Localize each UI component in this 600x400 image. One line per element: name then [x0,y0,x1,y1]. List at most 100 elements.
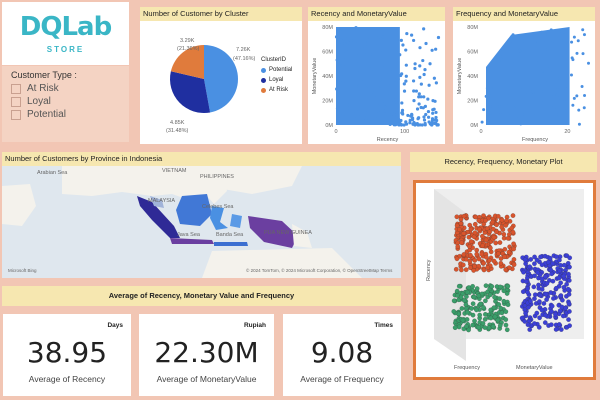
axis-label-recency: Recency [426,259,432,281]
legend-item-loyal[interactable]: Loyal [261,77,292,83]
scatter-point [419,105,423,110]
scatter-point [369,120,373,124]
scatter-point [530,101,534,105]
cluster-loyal-point [474,307,479,313]
cluster-potential-point [534,257,540,263]
cluster-loyal-point [497,296,502,301]
scatter-point [540,86,544,90]
y-tick-label: 20M [467,99,478,105]
cluster-at-risk-point [468,252,473,258]
scatter-point [392,78,396,82]
scatter-point [381,99,385,103]
scatter-point [544,47,548,51]
scatter-point [505,92,509,96]
scatter-point [335,106,340,111]
y-tick-label: 60M [467,50,478,56]
cluster-potential-point [532,296,537,301]
cluster-potential-point [533,292,538,298]
scatter-point [583,93,587,97]
legend-label: Loyal [269,77,284,83]
cluster-potential-point [567,264,572,270]
scatter-point [488,104,492,108]
legend-item-potential[interactable]: Potential [261,67,292,73]
scatter-point [347,103,351,107]
scatter-point [337,29,342,33]
scatter-point [386,47,390,51]
checkbox-icon[interactable] [11,83,21,94]
cluster-at-risk-point [468,239,474,244]
cluster-loyal-point [471,294,477,300]
filter-option-potential[interactable]: Potential [11,109,120,120]
pie-slice-loyal[interactable] [170,71,211,114]
scatter-point [510,34,514,38]
scatter-point [518,49,522,53]
cluster-at-risk-point [504,218,509,223]
scatter-point [354,61,358,65]
cluster-at-risk-point [503,223,509,228]
scatter-point [383,105,387,109]
scatter-point [357,84,361,89]
pie-panel: Number of Customer by Cluster 7.26K (47.… [140,7,302,144]
scatter-point [401,43,405,47]
checkbox-icon[interactable] [11,109,21,120]
scatter-point [561,39,565,43]
cluster-at-risk-point [493,240,499,246]
cluster-potential-point [537,315,542,321]
pie-slice-potential[interactable] [204,45,238,113]
cluster-potential-point [549,322,554,328]
cluster-loyal-point [499,310,505,316]
legend-item-at-risk[interactable]: At Risk [261,87,292,93]
cluster-potential-point [556,322,562,327]
cluster-loyal-point [503,309,509,314]
scatter-point [347,75,351,79]
scatter-point [434,47,438,51]
scatter-point [379,107,383,111]
scatter-point [393,81,398,85]
card-label: Average of MonetaryValue [156,374,257,384]
scatter-point [388,122,392,127]
scatter-point [344,64,348,68]
map-label-philippines: PHILIPPINES [200,174,234,180]
scatter-point [383,102,387,106]
scatter-point [404,48,408,52]
scatter-point [558,76,562,80]
scatter-point [365,27,370,31]
scatter-point [576,39,580,43]
cluster-potential-point [558,263,563,268]
scatter-point [422,72,426,77]
cluster-at-risk-point [497,240,503,245]
cluster-potential-point [553,327,559,332]
y-tick-label: 0M [470,123,478,129]
scatter-point [344,49,349,54]
scatter-point [391,95,396,99]
cluster-potential-point [550,278,556,284]
scatter-point [512,121,516,125]
cluster-potential-point [539,287,545,292]
cluster-at-risk-point [496,251,501,256]
cluster-at-risk-point [472,258,478,263]
cluster-loyal-point [486,325,492,331]
checkbox-icon[interactable] [11,96,21,107]
scatter-point [489,91,493,95]
nusa-tenggara [214,242,248,246]
cluster-at-risk-point [459,267,464,273]
map-title: Number of Customers by Province in Indon… [5,154,163,163]
pie-slice-at-risk[interactable] [170,45,204,79]
cluster-loyal-point [483,298,488,304]
filter-option-loyal[interactable]: Loyal [11,96,120,107]
scatter-point [366,76,370,80]
cluster-loyal-point [504,291,510,296]
cluster-at-risk-point [472,221,478,227]
scatter-point [431,111,435,115]
cluster-potential-point [553,311,558,317]
scatter-point [343,89,347,93]
indonesia-map[interactable]: Arabian Sea VIETNAM PHILIPPINES MALAYSIA… [2,166,401,278]
cluster-potential-point [525,322,531,327]
scatter-point [540,99,544,103]
scatter-point [553,41,557,45]
cluster-potential-point [557,257,562,263]
scatter-point [430,117,435,121]
filter-option-at-risk[interactable]: At Risk [11,83,120,94]
filter-option-label: At Risk [27,83,59,94]
scatter-point [552,35,556,39]
